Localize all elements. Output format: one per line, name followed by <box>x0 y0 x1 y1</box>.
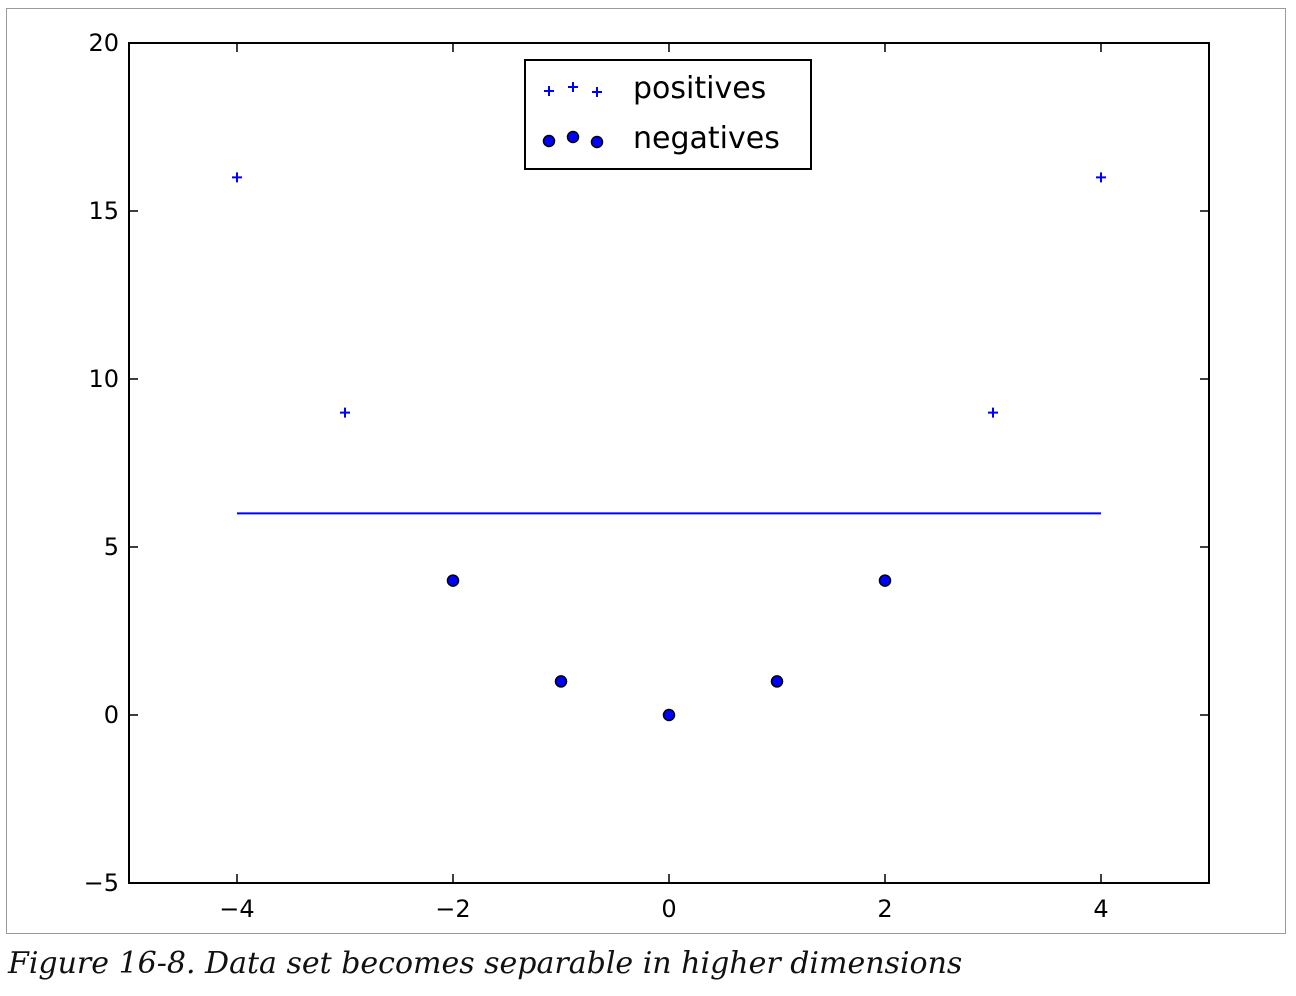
negative-point <box>662 708 676 722</box>
figure-frame: −4 −2 0 2 4 −5 0 5 10 15 20 positives negatives <box>6 8 1286 934</box>
positive-point <box>232 172 242 183</box>
legend-positive-marker <box>568 82 578 92</box>
legend-box <box>524 59 812 170</box>
x-tick-label: −2 <box>435 895 470 923</box>
legend-negative-marker <box>590 135 604 149</box>
y-tick-label: −5 <box>84 869 119 897</box>
plot-area <box>128 42 1210 884</box>
x-tick-label: 0 <box>661 895 676 923</box>
y-tick-label: 5 <box>104 533 119 561</box>
scatter-chart: −4 −2 0 2 4 −5 0 5 10 15 20 positives negatives <box>84 29 1210 923</box>
legend-label: negatives <box>633 121 780 156</box>
positive-point <box>988 407 998 418</box>
y-tick-label: 10 <box>88 365 119 393</box>
legend-positive-marker <box>544 86 554 96</box>
negative-point <box>878 574 892 587</box>
figure-caption: Figure 16-8. Data set becomes separable … <box>8 946 963 981</box>
legend-negative-marker <box>566 130 580 144</box>
x-tick-label: 4 <box>1093 895 1108 923</box>
legend-negative-marker <box>542 134 556 148</box>
negative-point <box>554 675 568 688</box>
legend-label: positives <box>633 71 766 106</box>
negative-point <box>770 675 784 688</box>
x-tick-label: 2 <box>877 895 892 923</box>
x-tick-label: −4 <box>219 895 254 923</box>
y-tick-label: 15 <box>88 197 119 225</box>
positive-point <box>1096 172 1106 183</box>
y-tick-label: 0 <box>104 701 119 729</box>
positive-point <box>340 407 350 418</box>
legend-positive-marker <box>592 87 602 97</box>
negative-point <box>446 574 460 587</box>
y-tick-label: 20 <box>88 29 119 57</box>
